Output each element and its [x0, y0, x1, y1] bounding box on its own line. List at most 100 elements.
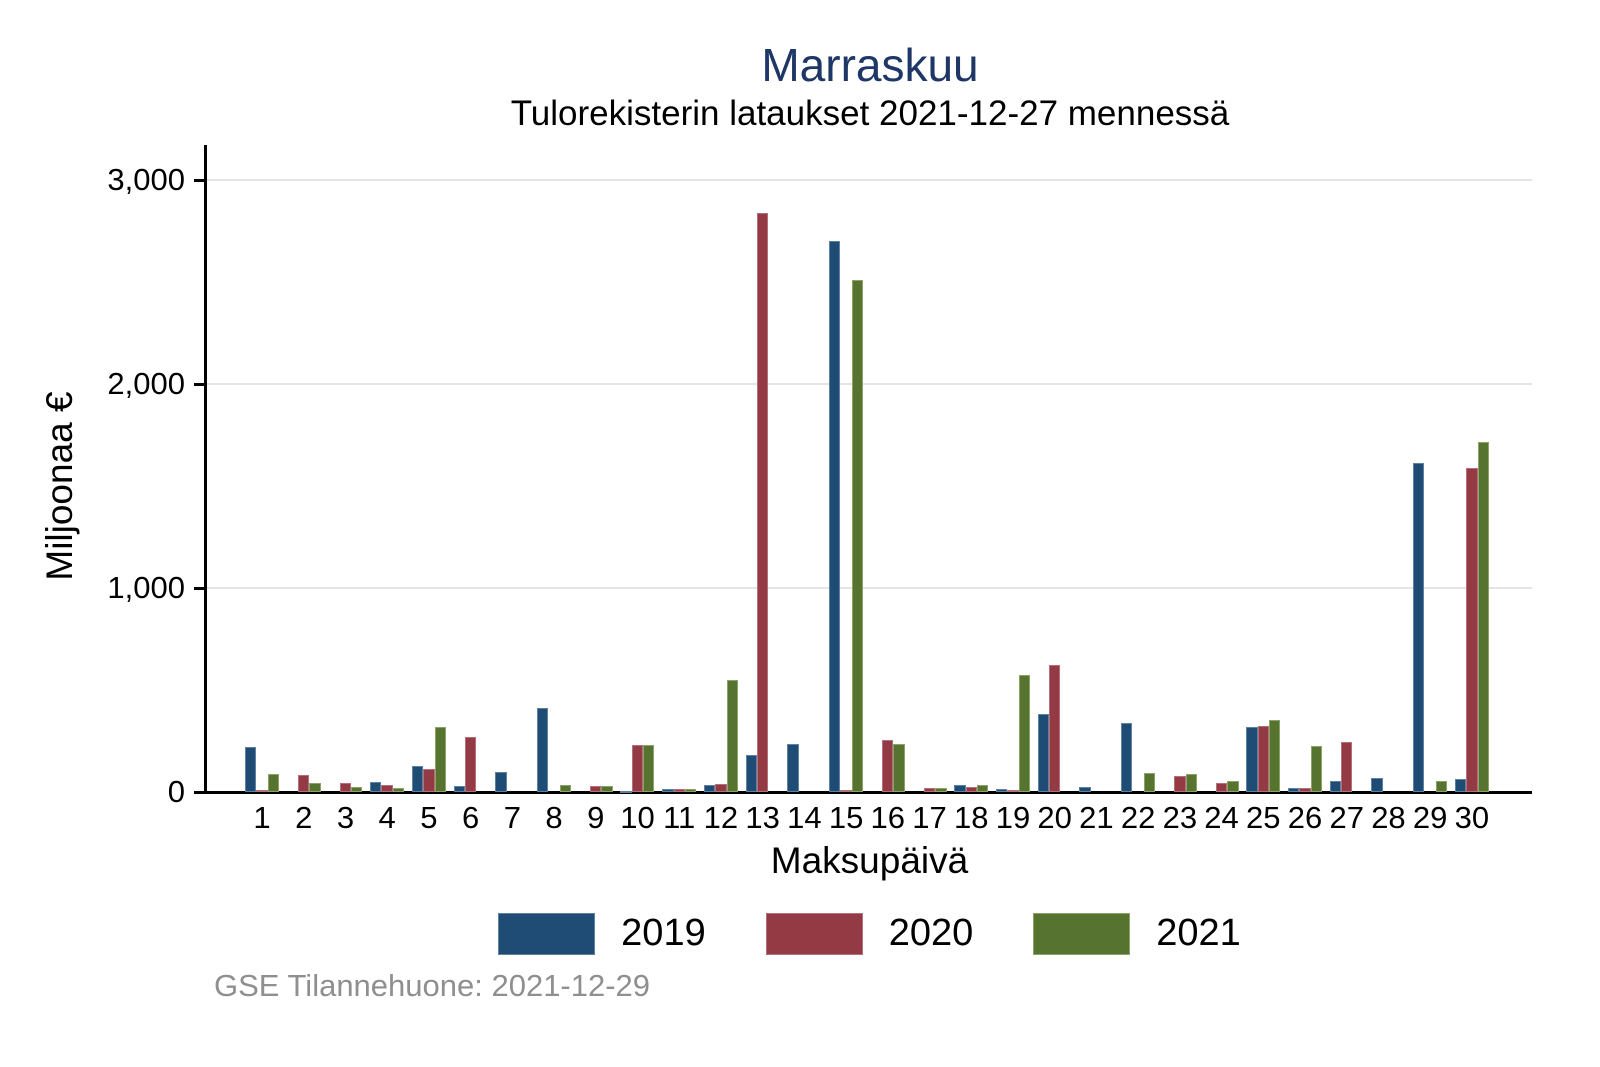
- bar-2021-day-25: [1268, 719, 1281, 792]
- x-tick-label-3: 3: [336, 800, 355, 835]
- bar-2020-day-25: [1257, 725, 1269, 792]
- x-tick-label-14: 14: [787, 800, 822, 835]
- bar-2020-day-10: [631, 745, 644, 792]
- x-tick-label-2: 2: [295, 800, 313, 835]
- x-tick-label-18: 18: [953, 800, 989, 835]
- y-tick-0: [194, 790, 207, 794]
- chart-subtitle: Tulorekisterin lataukset 2021-12-27 menn…: [510, 94, 1230, 133]
- bar-2020-day-18: [965, 786, 977, 792]
- x-tick-label-29: 29: [1412, 800, 1448, 835]
- bar-2020-day-17: [923, 787, 936, 792]
- bar-2021-day-18: [976, 785, 989, 792]
- bar-2019-day-1: [244, 747, 257, 792]
- source-caption: GSE Tilannehuone: 2021-12-29: [214, 968, 651, 1003]
- bar-2019-day-6: [453, 786, 465, 792]
- bar-2020-day-20: [1049, 664, 1061, 792]
- bar-2021-day-10: [643, 745, 655, 792]
- bar-2020-day-23: [1174, 776, 1186, 792]
- bar-2021-day-23: [1185, 773, 1197, 792]
- bar-2019-day-27: [1329, 781, 1342, 792]
- bar-2021-day-4: [392, 787, 405, 792]
- bar-2019-day-13: [745, 755, 757, 792]
- bar-2020-day-13: [756, 212, 769, 792]
- bar-2021-day-5: [434, 726, 446, 792]
- bar-2020-day-19: [1007, 789, 1019, 792]
- x-tick-label-27: 27: [1329, 800, 1364, 835]
- x-tick-label-17: 17: [912, 800, 947, 835]
- chart-title: Marraskuu: [761, 39, 979, 91]
- y-tick-label-3000: 3,000: [107, 162, 185, 197]
- bar-2020-day-3: [339, 782, 352, 792]
- x-tick-label-12: 12: [703, 800, 739, 835]
- x-tick-label-24: 24: [1204, 800, 1239, 835]
- x-axis-line: [204, 790, 1532, 794]
- bar-2021-day-8: [559, 785, 572, 792]
- bar-2021-day-17: [935, 787, 947, 792]
- bar-2020-day-15: [840, 789, 852, 792]
- bar-2019-day-28: [1371, 777, 1383, 792]
- bar-2021-day-1: [267, 774, 280, 792]
- bar-2019-day-19: [995, 789, 1008, 792]
- bar-2021-day-12: [726, 679, 738, 792]
- legend: 2019 2020 2021: [207, 912, 1532, 955]
- bar-2019-day-4: [370, 782, 382, 792]
- x-tick-label-4: 4: [378, 800, 396, 835]
- x-tick-label-8: 8: [545, 800, 563, 835]
- bar-2020-day-2: [298, 774, 310, 792]
- bar-2020-day-24: [1215, 783, 1228, 792]
- bar-2021-day-15: [851, 279, 864, 792]
- bar-2019-day-11: [662, 788, 674, 792]
- x-tick-label-7: 7: [503, 800, 521, 835]
- bar-2019-day-26: [1287, 787, 1300, 792]
- bar-2020-day-12: [715, 783, 727, 792]
- bar-2021-day-24: [1227, 781, 1239, 792]
- x-tick-label-15: 15: [828, 800, 864, 835]
- bar-2020-day-5: [423, 768, 435, 792]
- legend-swatch-2019: [498, 912, 596, 955]
- x-tick-label-16: 16: [870, 800, 906, 835]
- y-tick-1000: [194, 586, 207, 590]
- bar-2021-day-26: [1310, 746, 1323, 792]
- y-tick-label-2000: 2,000: [107, 366, 185, 401]
- bar-2019-day-25: [1246, 726, 1258, 792]
- bar-2019-day-22: [1121, 722, 1133, 792]
- bar-2019-day-29: [1413, 462, 1425, 792]
- gridline-1000: [207, 587, 1532, 589]
- bar-2019-day-7: [495, 772, 507, 792]
- bar-2019-day-14: [787, 743, 799, 792]
- x-tick-label-11: 11: [663, 800, 696, 835]
- x-tick-label-25: 25: [1246, 800, 1281, 835]
- bar-2020-day-6: [464, 736, 477, 792]
- bar-2021-day-29: [1435, 781, 1448, 792]
- legend-entry-2019: 2019: [498, 912, 706, 955]
- bar-2019-day-12: [703, 785, 716, 792]
- bar-2020-day-9: [590, 786, 602, 792]
- x-tick-label-26: 26: [1287, 800, 1323, 835]
- bar-2020-day-4: [381, 785, 393, 792]
- bar-2020-day-1: [256, 790, 268, 793]
- bar-2021-day-3: [351, 786, 363, 792]
- bar-2021-day-30: [1477, 442, 1489, 792]
- x-tick-label-10: 10: [620, 800, 655, 835]
- x-tick-label-5: 5: [420, 800, 438, 835]
- gridline-3000: [207, 179, 1532, 181]
- bar-2021-day-19: [1018, 674, 1030, 792]
- bar-2019-day-18: [954, 785, 966, 792]
- x-tick-label-22: 22: [1120, 800, 1156, 835]
- legend-swatch-2020: [765, 912, 863, 955]
- y-tick-label-0: 0: [167, 774, 185, 809]
- bar-2020-day-26: [1299, 788, 1311, 792]
- x-tick-label-30: 30: [1454, 800, 1490, 835]
- bar-2019-day-20: [1037, 714, 1049, 792]
- y-tick-3000: [194, 178, 207, 182]
- x-tick-label-21: 21: [1079, 800, 1114, 835]
- bar-2021-day-11: [684, 789, 697, 792]
- y-tick-2000: [194, 382, 207, 386]
- bar-2020-day-27: [1341, 742, 1353, 792]
- x-tick-label-13: 13: [745, 800, 780, 835]
- bar-2021-day-9: [601, 786, 613, 792]
- bar-2019-day-21: [1079, 787, 1091, 792]
- x-tick-label-20: 20: [1037, 800, 1072, 835]
- bar-2019-day-5: [411, 765, 424, 792]
